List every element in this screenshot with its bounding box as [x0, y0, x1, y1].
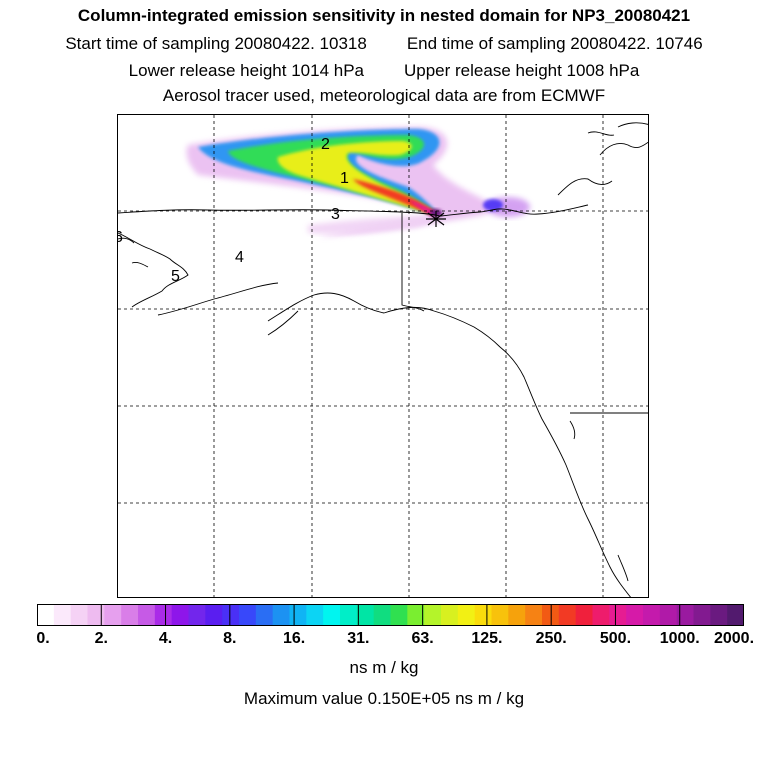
colorbar-border [37, 604, 744, 626]
colorbar-tick-label: 500. [599, 630, 632, 647]
colorbar-segment [37, 604, 55, 626]
colorbar-segment [356, 604, 375, 626]
colorbar-tick-label: 1000. [659, 630, 700, 647]
plume-marker-1: 1 [340, 170, 349, 187]
colorbar-segment [491, 604, 509, 626]
colorbar-segment [104, 604, 122, 626]
colorbar-segment [659, 604, 678, 626]
graticule [118, 115, 648, 597]
units-label: ns m / kg [349, 658, 419, 677]
lower-release-label: Lower release height 1014 hPa [128, 61, 364, 80]
colorbar-segment [171, 604, 190, 626]
colorbar-scale [36, 604, 745, 626]
plume-marker-2: 2 [321, 136, 330, 153]
colorbar-tick-label: 250. [535, 630, 567, 647]
colorbar-tick-label: 2000. [713, 630, 755, 647]
plume-marker-3: 3 [331, 206, 340, 223]
plume-marker-6: 6 [118, 229, 123, 247]
colorbar-tick-label: 31. [347, 630, 370, 647]
colorbar-segment [121, 604, 139, 626]
colorbar-segment [508, 604, 526, 626]
colorbar-segment [53, 604, 72, 626]
plume-marker-4: 4 [235, 249, 244, 266]
colorbar-segment [424, 604, 442, 626]
colorbar-segment [592, 604, 610, 626]
end-time-label: End time of sampling 20080422. 10746 [406, 34, 703, 53]
colorbar-tick-label: 2. [94, 630, 108, 647]
colorbar-segment [710, 604, 728, 626]
colorbar-segment [390, 604, 408, 626]
colorbar-segment [205, 604, 223, 626]
colorbar-tick-label: 4. [158, 630, 173, 647]
colorbar-tick-label: 63. [411, 630, 434, 647]
colorbar-segment [558, 604, 577, 626]
colorbar-segment [340, 604, 358, 626]
colorbar-tick-label: 125. [471, 630, 503, 647]
colorbar-segment [727, 604, 745, 626]
colorbar-segment [373, 604, 392, 626]
plot-title: Column-integrated emission sensitivity i… [77, 6, 691, 25]
colorbar-segment [457, 604, 476, 626]
maximum-value-label: Maximum value 0.150E+05 ns m / kg [243, 689, 525, 708]
colorbar-segment [87, 604, 105, 626]
colorbar-segment [643, 604, 661, 626]
colorbar-segment [626, 604, 644, 626]
colorbar-segment [474, 604, 493, 626]
colorbar-tick-label: 8. [223, 630, 237, 647]
colorbar-segment [239, 604, 257, 626]
colorbar-tick-label: 16. [282, 630, 306, 647]
colorbar-segment [575, 604, 594, 626]
colorbar-segment [609, 604, 627, 626]
sampling-times: Start time of sampling 20080422. 10318 En… [0, 34, 768, 54]
upper-release-label: Upper release height 1008 hPa [404, 61, 640, 80]
release-site-marker [426, 211, 446, 227]
colorbar-segment [407, 604, 425, 626]
map-panel: 2 1 3 4 5 6 [117, 114, 649, 598]
colorbar-segment [154, 604, 173, 626]
colorbar-segment [441, 604, 459, 626]
colorbar-segment [676, 604, 695, 626]
plume-marker-5: 5 [171, 268, 180, 285]
colorbar-segment [306, 604, 324, 626]
start-time-label: Start time of sampling 20080422. 10318 [65, 34, 367, 53]
map-canvas [118, 115, 648, 597]
colorbar-segment [70, 604, 89, 626]
colorbar-segment [272, 604, 291, 626]
emission-plume [186, 127, 530, 237]
colorbar-segment [188, 604, 206, 626]
colorbar-segment [289, 604, 307, 626]
colorbar-segment [222, 604, 240, 626]
colorbar-segment [255, 604, 274, 626]
tracer-info: Aerosol tracer used, meteorological data… [162, 86, 606, 105]
colorbar-tick-labels: 0. 2. 4. 8. 16. 31. 63. 125. 250. 500. 1000. 2000. [0, 630, 768, 650]
colorbar-tick-label: 0. [36, 630, 50, 647]
colorbar-segment [525, 604, 543, 626]
colorbar-segment [138, 604, 156, 626]
colorbar-segment [323, 604, 341, 626]
colorbar [36, 604, 745, 626]
release-heights: Lower release height 1014 hPa Upper relea… [0, 61, 768, 81]
colorbar-segment [693, 604, 711, 626]
